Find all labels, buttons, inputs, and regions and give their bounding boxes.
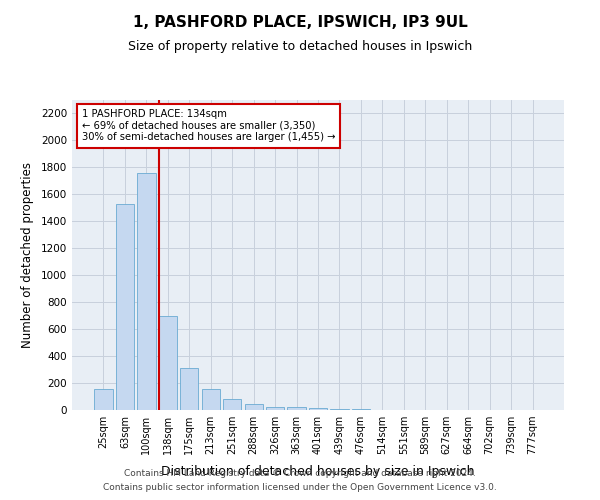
Bar — [287, 408, 305, 410]
Bar — [116, 204, 134, 410]
Text: Contains HM Land Registry data © Crown copyright and database right 2024.: Contains HM Land Registry data © Crown c… — [124, 468, 476, 477]
Text: 1, PASHFORD PLACE, IPSWICH, IP3 9UL: 1, PASHFORD PLACE, IPSWICH, IP3 9UL — [133, 15, 467, 30]
Bar — [309, 408, 327, 410]
Text: Size of property relative to detached houses in Ipswich: Size of property relative to detached ho… — [128, 40, 472, 53]
Bar — [266, 406, 284, 410]
Y-axis label: Number of detached properties: Number of detached properties — [21, 162, 34, 348]
Bar — [180, 368, 199, 410]
Text: 1 PASHFORD PLACE: 134sqm
← 69% of detached houses are smaller (3,350)
30% of sem: 1 PASHFORD PLACE: 134sqm ← 69% of detach… — [82, 110, 335, 142]
Bar — [223, 399, 241, 410]
Bar — [245, 404, 263, 410]
Bar — [137, 173, 155, 410]
Text: Contains public sector information licensed under the Open Government Licence v3: Contains public sector information licen… — [103, 484, 497, 492]
Bar — [159, 316, 177, 410]
X-axis label: Distribution of detached houses by size in Ipswich: Distribution of detached houses by size … — [161, 466, 475, 478]
Bar — [94, 389, 113, 410]
Bar — [202, 389, 220, 410]
